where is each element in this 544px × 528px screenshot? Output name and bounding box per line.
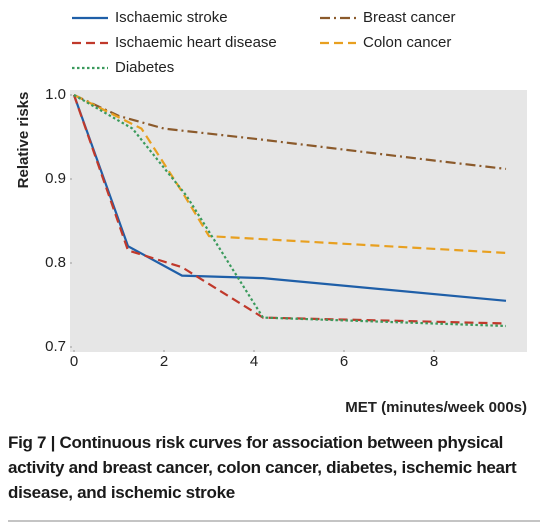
legend-label: Ischaemic stroke (115, 9, 228, 26)
caption: Fig 7 | Continuous risk curves for assoc… (8, 433, 517, 502)
y-tick-label: 1.0 (45, 86, 66, 103)
y-axis-label: Relative risks (15, 92, 32, 189)
x-tick-label: 0 (70, 353, 78, 370)
y-tick-label: 0.8 (45, 254, 66, 271)
x-tick-label: 4 (250, 353, 258, 370)
series-line (72, 94, 507, 302)
legend-label: Diabetes (115, 59, 174, 76)
x-tick-label: 2 (160, 353, 168, 370)
y-tick-label: 0.9 (45, 170, 66, 187)
legend-label: Breast cancer (363, 9, 456, 26)
legend-label: Colon cancer (363, 34, 451, 51)
x-tick-label: 6 (340, 353, 348, 370)
y-tick-label: 0.7 (45, 338, 66, 355)
series-line (72, 94, 507, 325)
series-line (73, 94, 507, 171)
series-line (73, 94, 507, 255)
plot-background (70, 90, 527, 352)
x-axis-label: MET (minutes/week 000s) (345, 399, 527, 416)
x-tick-label: 8 (430, 353, 438, 370)
legend-label: Ischaemic heart disease (115, 34, 277, 51)
